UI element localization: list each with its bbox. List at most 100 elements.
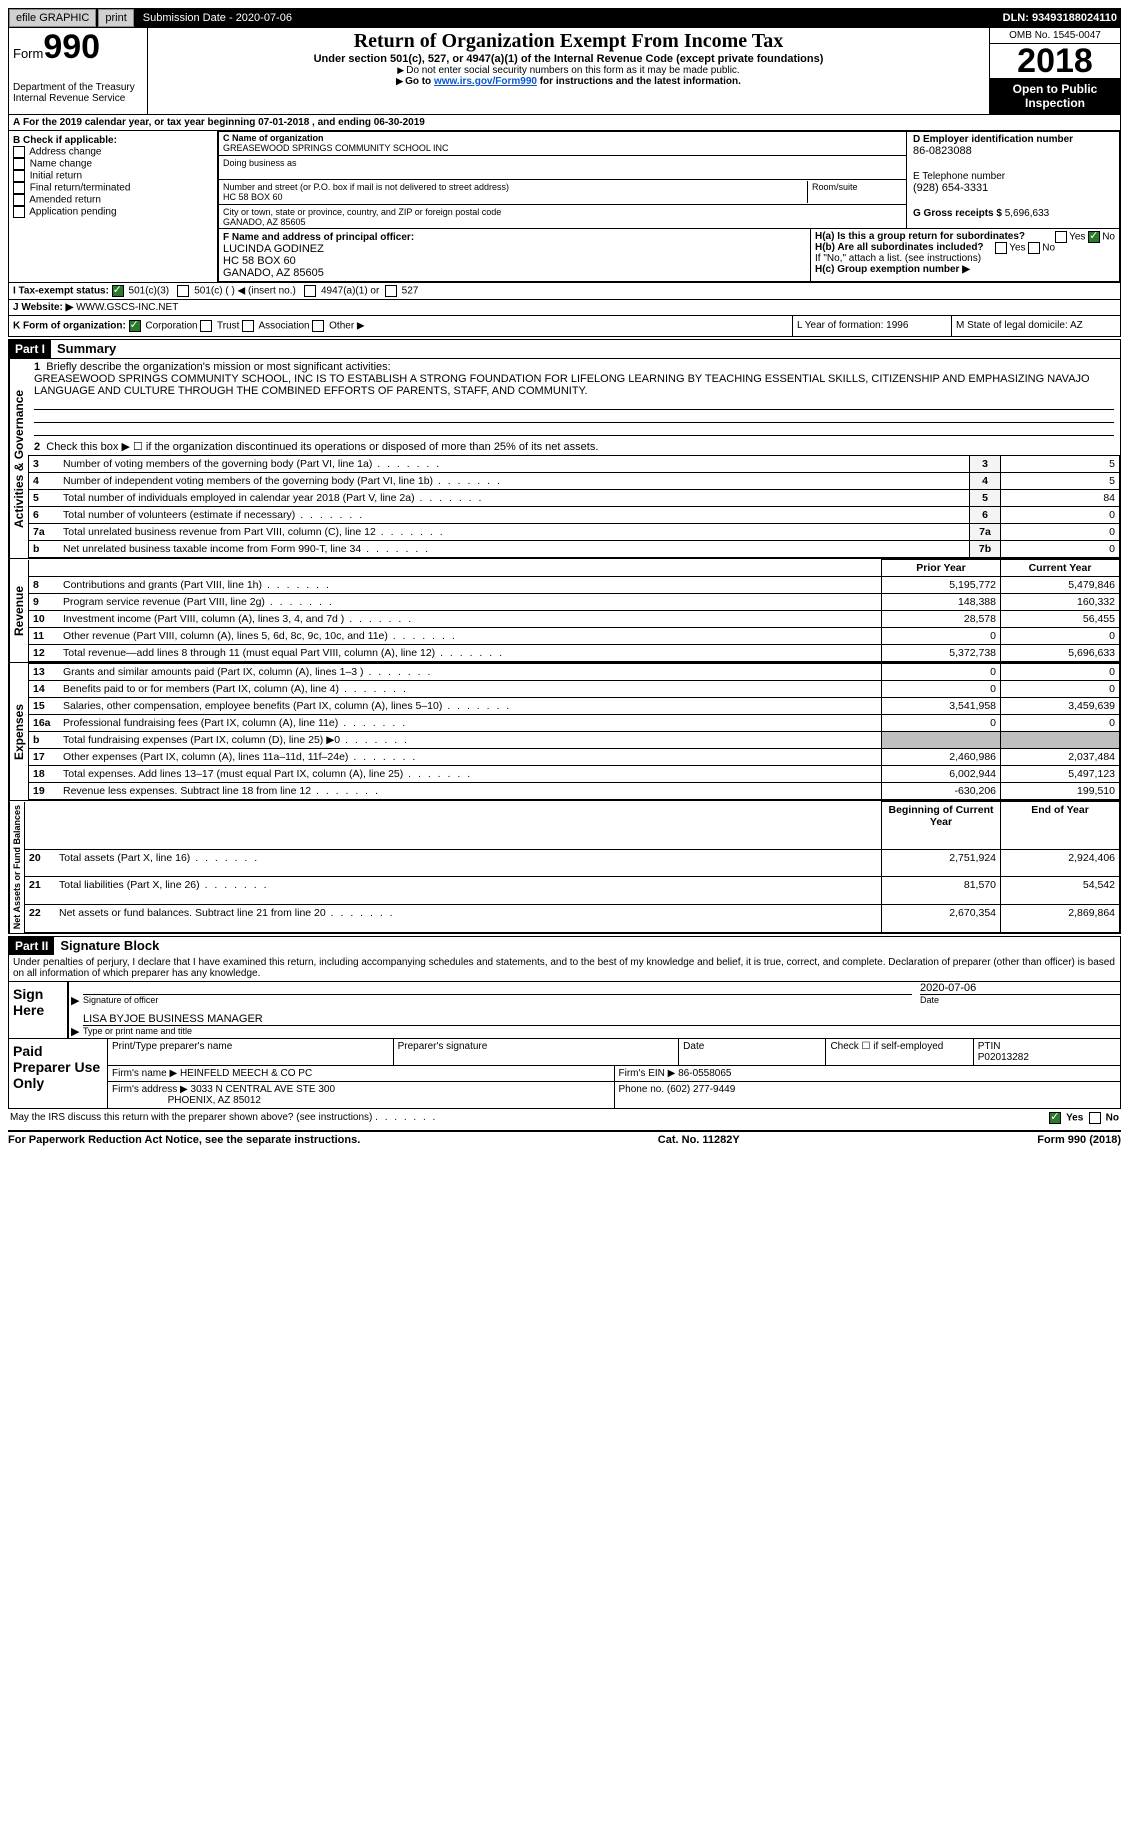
527-checkbox[interactable] (385, 285, 397, 297)
paid-prep-label: Paid Preparer Use Only (9, 1039, 107, 1108)
prep-name-hdr: Print/Type preparer's name (108, 1039, 393, 1065)
sig-date-label: Date (920, 995, 1120, 1005)
section-e-label: E Telephone number (913, 171, 1113, 182)
no-ssn-note: Do not enter social security numbers on … (154, 65, 983, 76)
part1-title: Summary (51, 339, 122, 358)
firm-name-label: Firm's name ▶ (112, 1068, 177, 1079)
check-item: Amended return (13, 194, 213, 206)
dln: DLN: 93493188024110 (1003, 12, 1121, 24)
officer-addr2: GANADO, AZ 85605 (223, 267, 324, 279)
checkbox-name-change[interactable] (13, 158, 25, 170)
discuss-no-checkbox[interactable] (1089, 1112, 1101, 1124)
opt-527: 527 (402, 286, 419, 297)
officer-addr1: HC 58 BOX 60 (223, 255, 296, 267)
trust-checkbox[interactable] (200, 320, 212, 332)
checkbox-address-change[interactable] (13, 146, 25, 158)
h-a: H(a) Is this a group return for subordin… (815, 231, 1025, 242)
firm-ein-label: Firm's EIN ▶ (619, 1068, 676, 1079)
4947-checkbox[interactable] (304, 285, 316, 297)
form-number: 990 (43, 28, 100, 66)
firm-ein: 86-0558065 (678, 1068, 731, 1079)
part2-badge: Part II (9, 937, 54, 955)
h-c: H(c) Group exemption number ▶ (815, 264, 1115, 275)
line-a: A For the 2019 calendar year, or tax yea… (9, 115, 1120, 131)
firm-phone: (602) 277-9449 (667, 1084, 735, 1095)
check-item: Name change (13, 158, 213, 170)
checkbox-final-return-terminated[interactable] (13, 182, 25, 194)
other-checkbox[interactable] (312, 320, 324, 332)
form-title: Return of Organization Exempt From Incom… (154, 30, 983, 53)
discuss-yes: Yes (1066, 1113, 1083, 1124)
assoc-checkbox[interactable] (242, 320, 254, 332)
form-footer: Form 990 (2018) (1037, 1134, 1121, 1146)
opt-501c: 501(c) ( ) ◀ (insert no.) (194, 286, 296, 297)
officer-print-name: LISA BYJOE BUSINESS MANAGER (83, 1013, 1120, 1026)
ein: 86-0823088 (913, 145, 1113, 157)
ptin-val: P02013282 (978, 1052, 1029, 1063)
q1: Briefly describe the organization's miss… (46, 361, 390, 373)
side-revenue: Revenue (9, 559, 28, 662)
discuss-yes-checkbox[interactable] (1049, 1112, 1061, 1124)
form-subtitle: Under section 501(c), 527, or 4947(a)(1)… (154, 53, 983, 65)
declaration: Under penalties of perjury, I declare th… (9, 955, 1120, 981)
open-to-public: Open to Public Inspection (990, 78, 1120, 114)
side-activities: Activities & Governance (9, 359, 28, 558)
check-item: Initial return (13, 170, 213, 182)
checkbox-initial-return[interactable] (13, 170, 25, 182)
officer-name: LUCINDA GODINEZ (223, 243, 324, 255)
q2: Check this box ▶ ☐ if the organization d… (46, 441, 598, 453)
section-l: L Year of formation: 1996 (792, 316, 951, 336)
corp-checkbox[interactable] (129, 320, 141, 332)
firm-addr1: 3033 N CENTRAL AVE STE 300 (191, 1084, 336, 1095)
city-label: City or town, state or province, country… (223, 207, 501, 217)
h-b: H(b) Are all subordinates included? (815, 242, 984, 253)
print-button[interactable]: print (98, 9, 133, 27)
section-m: M State of legal domicile: AZ (951, 316, 1120, 336)
part2-title: Signature Block (54, 936, 165, 955)
ha-no[interactable]: No (1102, 232, 1115, 243)
city-state-zip: GANADO, AZ 85605 (223, 217, 306, 227)
discuss-no: No (1106, 1113, 1119, 1124)
mission-text: GREASEWOOD SPRINGS COMMUNITY SCHOOL, INC… (34, 373, 1090, 397)
goto-post: for instructions and the latest informat… (537, 76, 741, 87)
paperwork-notice: For Paperwork Reduction Act Notice, see … (8, 1134, 360, 1146)
discuss-q: May the IRS discuss this return with the… (10, 1112, 372, 1123)
side-netassets: Net Assets or Fund Balances (9, 801, 24, 933)
hb-no[interactable]: No (1042, 243, 1055, 254)
sig-officer-label: Signature of officer (83, 995, 912, 1005)
prep-selfemp: Check ☐ if self-employed (825, 1039, 972, 1065)
top-toolbar: efile GRAPHIC print Submission Date - 20… (8, 8, 1121, 28)
opt-4947: 4947(a)(1) or (321, 286, 379, 297)
form-word: Form (13, 46, 43, 61)
opt-other: Other ▶ (329, 321, 364, 332)
goto-pre: Go to (405, 76, 434, 87)
501c-checkbox[interactable] (177, 285, 189, 297)
officer-print-label: Type or print name and title (83, 1026, 1120, 1036)
section-g-label: G Gross receipts $ (913, 208, 1002, 219)
goto-link[interactable]: www.irs.gov/Form990 (434, 76, 537, 87)
checkbox-application-pending[interactable] (13, 206, 25, 218)
telephone: (928) 654-3331 (913, 182, 1113, 194)
checkbox-amended-return[interactable] (13, 194, 25, 206)
cat-no: Cat. No. 11282Y (658, 1134, 740, 1146)
street-address: HC 58 BOX 60 (223, 192, 283, 202)
section-c-label: C Name of organization (223, 133, 324, 143)
firm-phone-label: Phone no. (619, 1084, 665, 1095)
sign-here-label: Sign Here (9, 982, 67, 1038)
check-item: Address change (13, 146, 213, 158)
part1-badge: Part I (9, 340, 51, 358)
website: WWW.GSCS-INC.NET (76, 302, 178, 313)
ha-yes[interactable]: Yes (1069, 232, 1085, 243)
efile-button[interactable]: efile GRAPHIC (9, 9, 96, 27)
tax-year: 2018 (990, 44, 1120, 78)
section-b-label: B Check if applicable: (13, 135, 213, 146)
side-expenses: Expenses (9, 663, 28, 800)
submission-date: Submission Date - 2020-07-06 (135, 10, 300, 26)
check-item: Application pending (13, 206, 213, 218)
hb-yes[interactable]: Yes (1009, 243, 1025, 254)
opt-501c3: 501(c)(3) (129, 286, 170, 297)
h-b-note: If "No," attach a list. (see instruction… (815, 253, 1115, 264)
501c3-checkbox[interactable] (112, 285, 124, 297)
opt-assoc: Association (258, 321, 309, 332)
section-f-label: F Name and address of principal officer: (223, 232, 414, 243)
